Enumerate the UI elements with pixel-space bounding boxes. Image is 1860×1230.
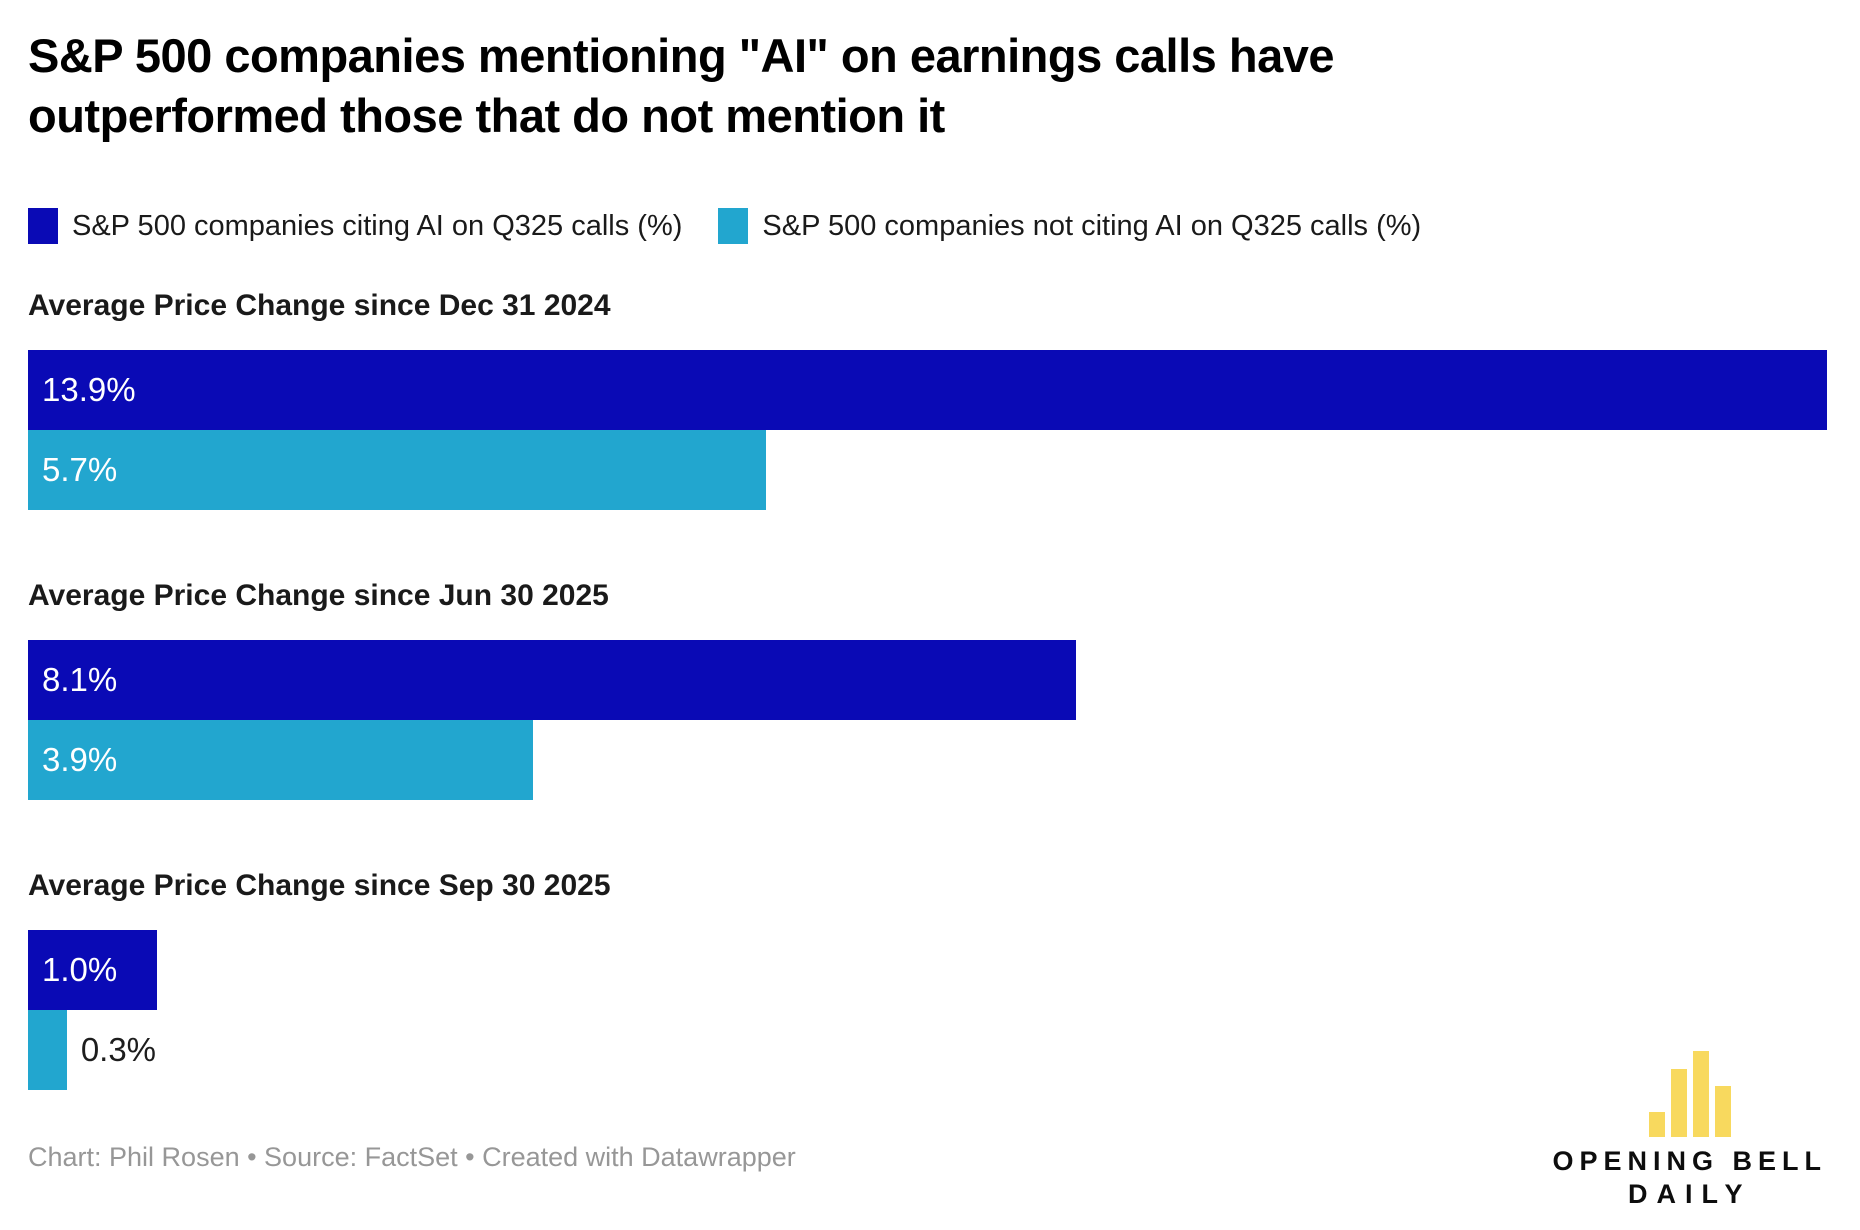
legend-label-citing: S&P 500 companies citing AI on Q325 call…: [72, 209, 683, 242]
bar-value-label: 0.3%: [80, 1031, 157, 1068]
group-bars: 1.0% 0.3%: [28, 930, 1827, 1090]
bar-value-label: 8.1%: [42, 661, 118, 698]
legend-item-not-citing: S&P 500 companies not citing AI on Q325 …: [718, 208, 1421, 244]
bar-citing: 13.9%: [28, 350, 1827, 430]
legend-label-not-citing: S&P 500 companies not citing AI on Q325 …: [762, 209, 1422, 242]
logo-bar-icon: [1714, 1086, 1731, 1137]
group-bars: 8.1% 3.9%: [28, 640, 1827, 800]
bar-not-citing: [28, 1010, 67, 1090]
chart-content: S&P 500 companies mentioning "AI" on ear…: [28, 26, 1827, 1172]
chart-title-line1: S&P 500 companies mentioning "AI" on ear…: [28, 29, 1335, 82]
bar-value-label: 5.7%: [42, 451, 118, 488]
bar-citing: 8.1%: [28, 640, 1077, 720]
logo-text-line2: DAILY: [1627, 1179, 1752, 1209]
chart-title-line2: outperformed those that do not mention i…: [28, 89, 945, 142]
bar-not-citing: 3.9%: [28, 720, 533, 800]
bar-row: 3.9%: [28, 720, 1827, 800]
legend-swatch-citing-icon: [28, 208, 58, 244]
footer-credit: Chart: Phil Rosen • Source: FactSet • Cr…: [28, 1142, 796, 1172]
bar-value-label: 13.9%: [42, 371, 136, 408]
logo-text-line1: OPENING BELL: [1552, 1146, 1827, 1176]
logo-bar-icon: [1692, 1051, 1709, 1137]
bar-not-citing: 5.7%: [28, 430, 766, 510]
legend-item-citing: S&P 500 companies citing AI on Q325 call…: [28, 208, 682, 244]
legend-swatch-not-citing-icon: [718, 208, 749, 244]
group-dec-31-2024: Average Price Change since Dec 31 2024 1…: [28, 288, 1827, 510]
bar-chart-icon: [1648, 1051, 1731, 1137]
logo-bar-icon: [1670, 1069, 1687, 1137]
group-sep-30-2025: Average Price Change since Sep 30 2025 1…: [28, 868, 1827, 1090]
chart-title: S&P 500 companies mentioning "AI" on ear…: [28, 26, 1827, 146]
bar-row: 13.9%: [28, 350, 1827, 430]
bar-value-label: 3.9%: [42, 741, 118, 778]
bar-citing: 1.0%: [28, 930, 158, 1010]
bar-value-label: 1.0%: [42, 951, 118, 988]
logo-bar-icon: [1648, 1112, 1665, 1137]
group-heading: Average Price Change since Jun 30 2025: [28, 579, 609, 612]
bar-row: 0.3%: [28, 1010, 1827, 1090]
opening-bell-daily-logo: OPENING BELL DAILY: [1552, 1051, 1827, 1210]
group-jun-30-2025: Average Price Change since Jun 30 2025 8…: [28, 578, 1827, 800]
group-bars: 13.9% 5.7%: [28, 350, 1827, 510]
bar-row: 1.0%: [28, 930, 1827, 1010]
group-heading: Average Price Change since Dec 31 2024: [28, 289, 611, 322]
group-heading: Average Price Change since Sep 30 2025: [28, 869, 611, 902]
legend: S&P 500 companies citing AI on Q325 call…: [28, 208, 1827, 244]
bar-row: 5.7%: [28, 430, 1827, 510]
bar-row: 8.1%: [28, 640, 1827, 720]
